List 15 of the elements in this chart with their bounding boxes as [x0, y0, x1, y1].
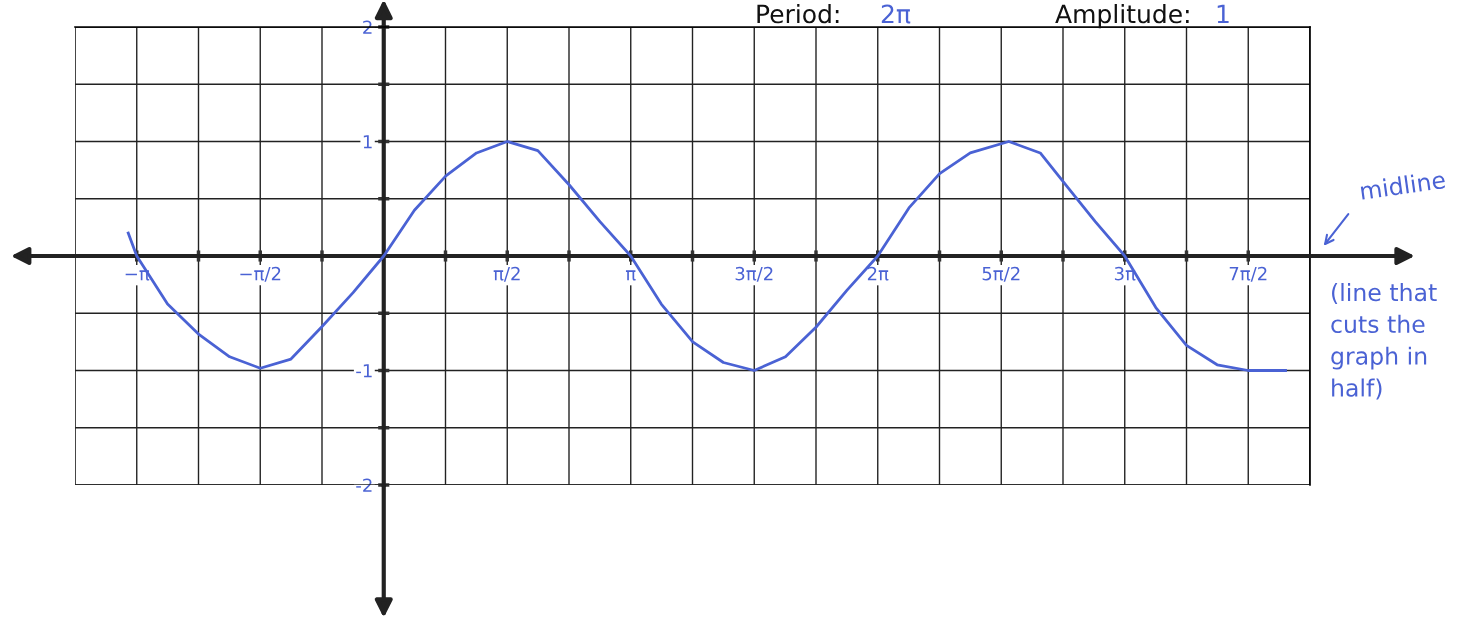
y-tick-label: -1 [356, 364, 372, 378]
x-tick-label: 2π [867, 266, 889, 281]
text: 2π [881, 4, 911, 24]
text: (line that cuts the graph in half) [1331, 283, 1437, 400]
x-tick-label: −π/2 [240, 266, 281, 282]
x-tick-label: 7π/2 [1229, 266, 1267, 282]
x-tick-label: 3π/2 [735, 266, 773, 282]
text: midline [1360, 170, 1446, 200]
text: Period: [757, 4, 839, 24]
x-tick-label: 5π/2 [982, 266, 1020, 282]
text: 1 [1217, 4, 1229, 23]
annotation: Amplitude: [1055, 4, 1189, 29]
x-tick-label: π [625, 270, 636, 281]
x-tick-label: π/2 [493, 266, 520, 282]
y-tick-label: 1 [363, 135, 372, 149]
